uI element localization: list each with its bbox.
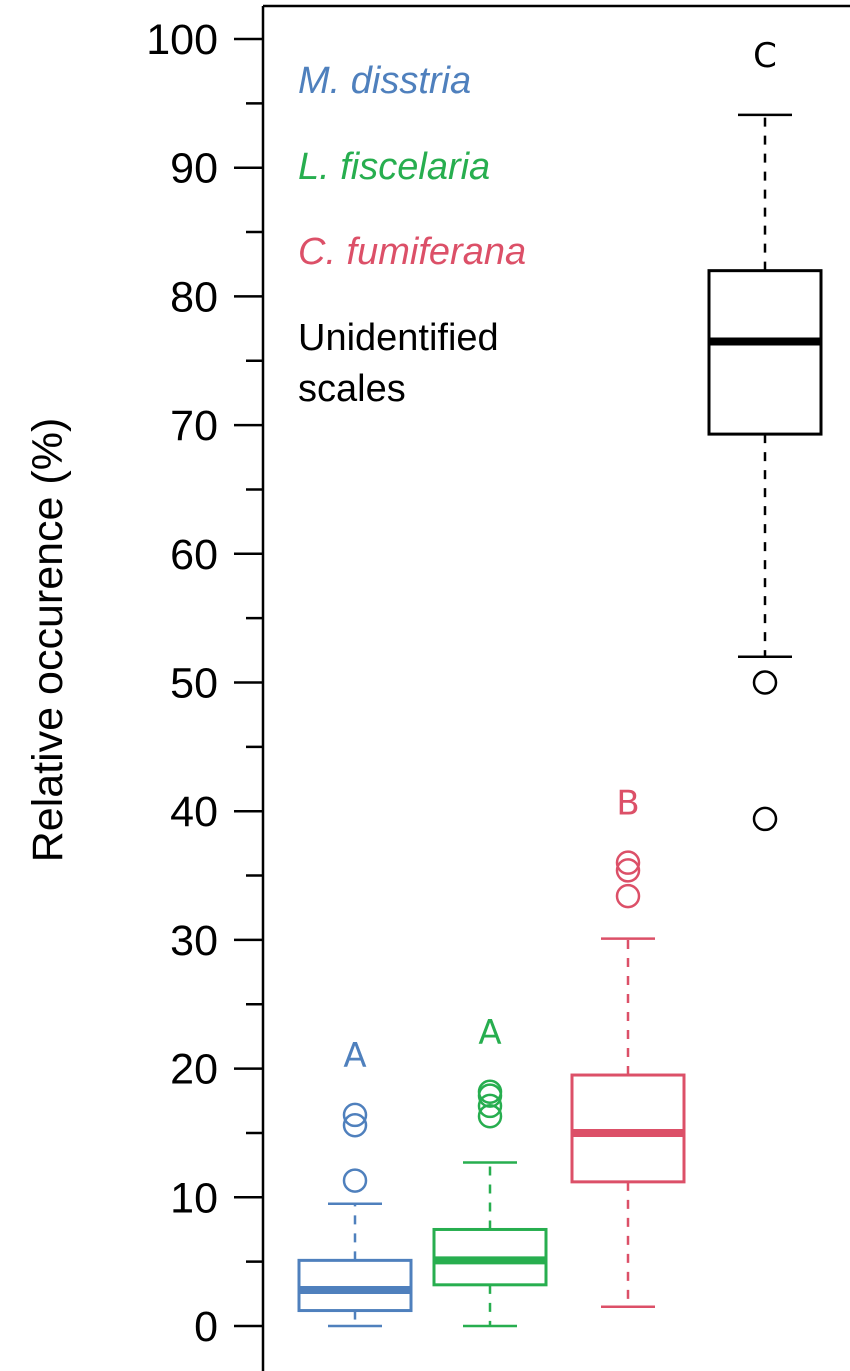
iqr-box: [570, 1073, 686, 1184]
outlier-point: [615, 850, 641, 875]
legend-entry: C. fumiferana: [298, 231, 526, 273]
legend-entry: M. disstria: [298, 60, 471, 102]
plot-area: A A B C: [297, 36, 823, 1328]
legend-entry: Unidentified: [298, 317, 499, 359]
outlier-point: [615, 883, 641, 909]
outlier-point: [752, 806, 778, 832]
outlier-point: [615, 858, 641, 883]
y-tick-label: 60: [170, 531, 218, 579]
iqr-box: [707, 269, 823, 436]
group-letter: B: [616, 784, 639, 824]
y-tick-label: 50: [170, 660, 218, 708]
y-tick-label: 40: [170, 788, 218, 836]
outlier-point: [477, 1103, 503, 1129]
group-letter: A: [478, 1013, 501, 1053]
outlier-point: [342, 1168, 368, 1193]
outlier-point: [342, 1112, 368, 1138]
y-tick-label: 70: [170, 402, 218, 450]
outlier-point: [342, 1102, 368, 1128]
iqr-box: [297, 1258, 413, 1313]
y-tick-label: 100: [146, 16, 218, 64]
y-tick-label: 20: [170, 1046, 218, 1094]
outlier-point: [477, 1093, 503, 1119]
y-tick-label: 90: [170, 145, 218, 193]
outlier-point: [752, 670, 778, 695]
y-axis: 0 10 20 30 40 50 60 70 80 90 100: [146, 4, 850, 1371]
group-letter: C: [753, 36, 777, 76]
y-tick-label: 80: [170, 273, 218, 321]
outlier-point: [477, 1079, 503, 1105]
legend-entry: L. fiscelaria: [298, 146, 490, 188]
group-letter: A: [343, 1036, 366, 1076]
legend-entry: scales: [298, 368, 406, 410]
y-tick-label: 0: [194, 1303, 218, 1351]
boxplot-4: C: [707, 36, 823, 832]
legend: M. disstria L. fiscelaria C. fumiferana Uni…: [298, 60, 526, 410]
y-axis-label: Relative occurence (%): [24, 418, 72, 863]
y-tick-label: 10: [170, 1174, 218, 1222]
y-tick-label: 30: [170, 917, 218, 965]
boxplot-2: A: [432, 1013, 548, 1328]
boxplot-1: A: [297, 1036, 413, 1328]
boxplot-3: B: [570, 784, 686, 1308]
